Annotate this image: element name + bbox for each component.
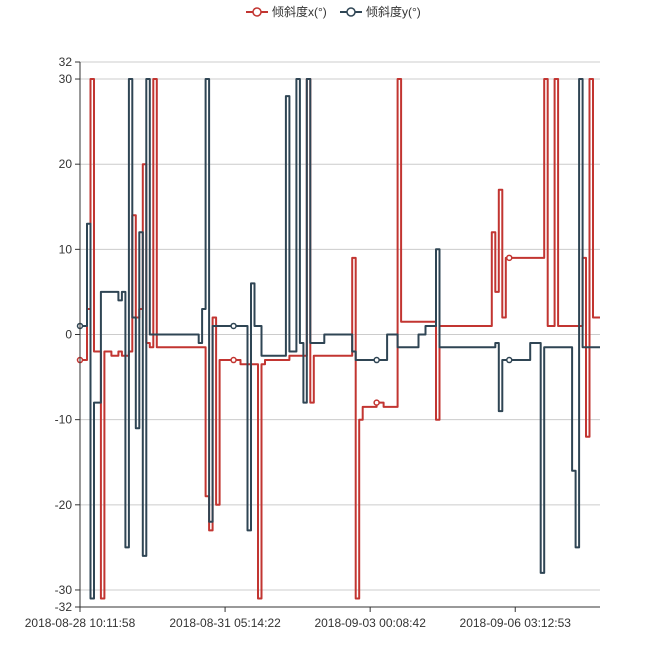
legend-y-marker [346,7,356,17]
y-tick-label: 0 [65,328,72,342]
x-tick-label: 2018-08-31 05:14:22 [169,616,281,630]
series-layer [76,78,600,600]
legend[interactable]: 倾斜度x(°) 倾斜度y(°) [246,4,421,19]
y-tick-label: 10 [59,242,73,256]
y-tick-label: 20 [59,157,73,171]
series-line-x [80,78,600,600]
y-tick-label: -32 [55,600,73,614]
data-point[interactable] [230,356,237,364]
y-tick-label: -30 [55,583,73,597]
data-point[interactable] [230,322,237,330]
x-tick-label: 2018-08-28 10:11:58 [25,616,136,630]
data-point[interactable] [506,254,513,262]
y-tick-label: -20 [55,498,73,512]
legend-item-x[interactable]: 倾斜度x(°) [246,4,327,19]
data-point[interactable] [373,399,380,406]
y-tick-label: -10 [55,413,73,427]
x-tick-label: 2018-09-06 03:12:53 [460,616,572,630]
axes: 32 30 20 10 0 -10 -20 -30 -32 2018-08-28 10:11:58… [25,55,600,630]
legend-y-label: 倾斜度y(°) [366,4,421,19]
y-tick-label: 30 [59,72,73,86]
legend-x-label: 倾斜度x(°) [272,4,327,19]
x-tick-label: 2018-09-03 00:08:42 [314,616,426,630]
legend-item-y[interactable]: 倾斜度y(°) [340,4,421,19]
y-tick-label: 32 [59,55,73,69]
data-point[interactable] [506,356,513,364]
data-point[interactable] [373,356,380,364]
series-line-y [80,78,600,600]
legend-x-marker [252,7,262,17]
